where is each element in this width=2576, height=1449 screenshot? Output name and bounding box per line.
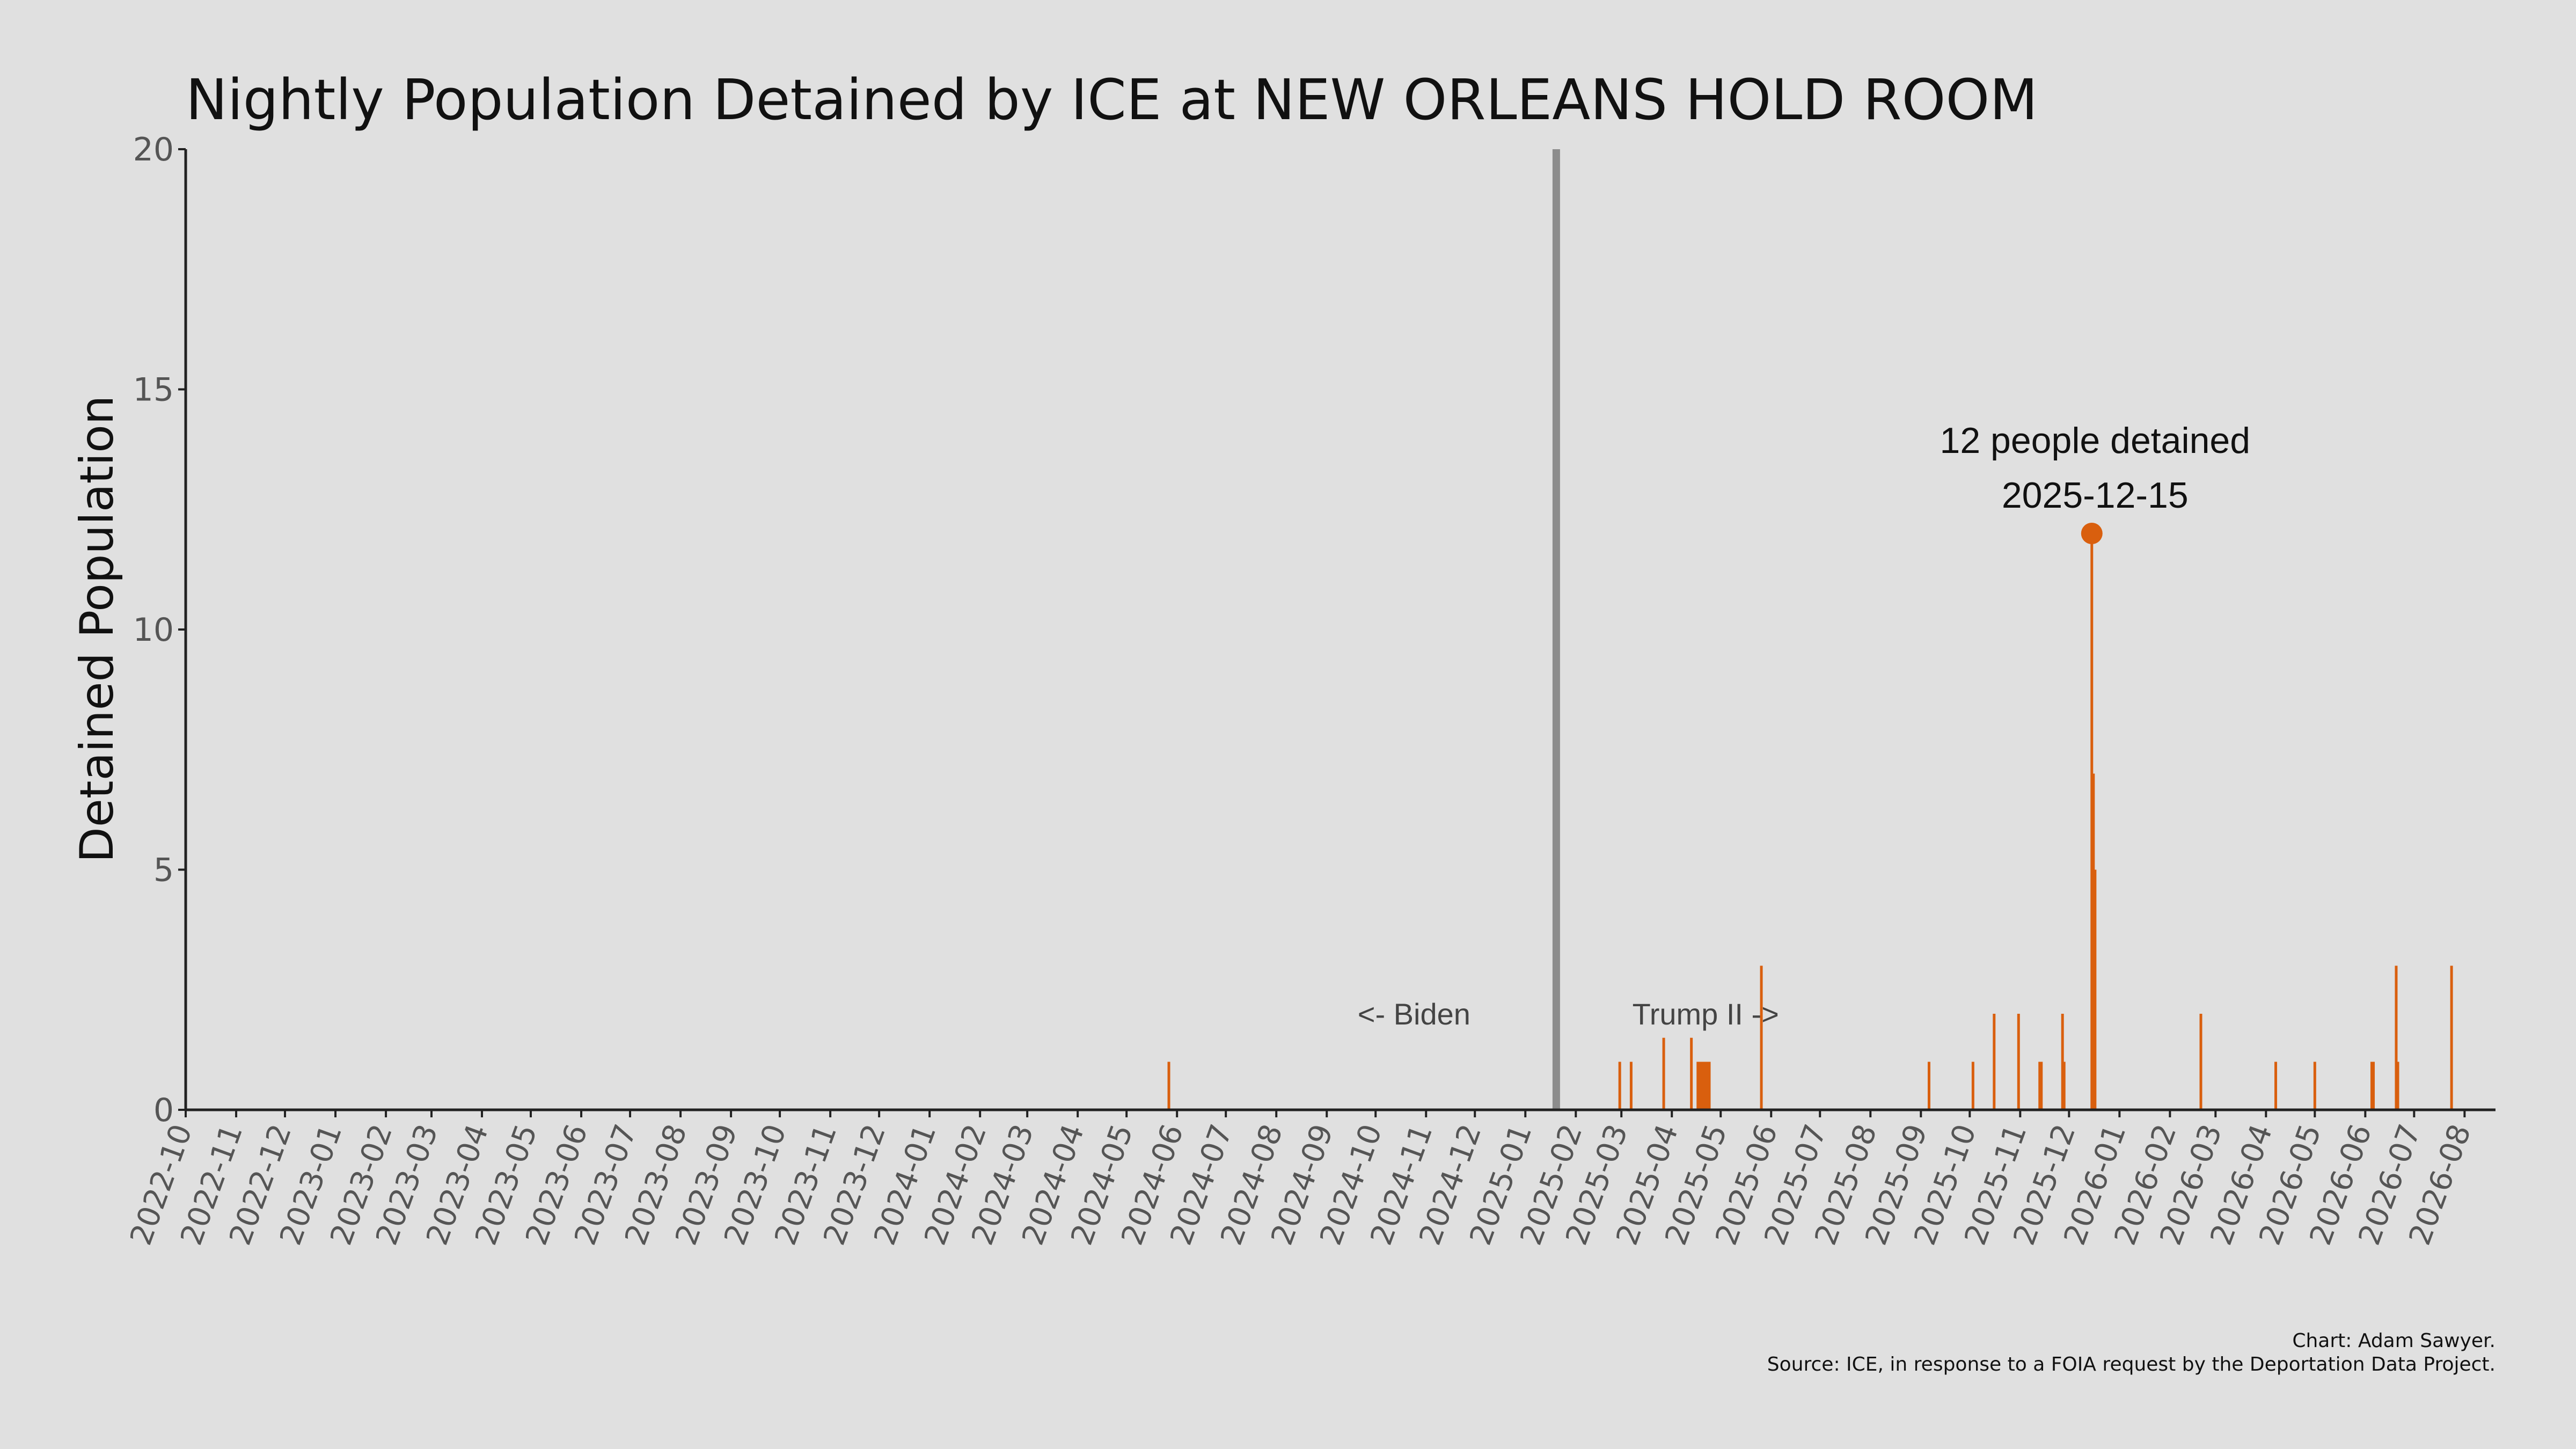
- bar: [2199, 1014, 2202, 1110]
- peak-annotation-date: 2025-12-15: [2002, 475, 2189, 516]
- bar: [2040, 1062, 2043, 1110]
- chart-title: Nightly Population Detained by ICE at NE…: [186, 67, 2038, 133]
- bar: [2372, 1062, 2375, 1110]
- era-label-biden: <- Biden: [1358, 997, 1470, 1031]
- bar: [1706, 1062, 1709, 1110]
- bar: [1700, 1062, 1703, 1110]
- bar: [2038, 1062, 2041, 1110]
- bar: [1993, 1014, 1996, 1110]
- bar: [1927, 1062, 1930, 1110]
- bar: [1698, 1062, 1701, 1110]
- bar: [1704, 1062, 1708, 1110]
- era-label-trump: Trump II ->: [1633, 997, 1779, 1031]
- bar: [1708, 1062, 1711, 1110]
- bars: [1167, 533, 2453, 1110]
- bar: [2313, 1062, 2316, 1110]
- bar: [2094, 869, 2097, 1110]
- bar: [1662, 1037, 1665, 1110]
- y-tick-label: 15: [133, 371, 174, 409]
- y-tick-label: 5: [153, 852, 174, 889]
- bar: [2017, 1014, 2020, 1110]
- bar: [2061, 1014, 2064, 1110]
- bar: [2062, 1062, 2066, 1110]
- y-axis-label: Detained Population: [70, 396, 124, 863]
- bar: [2370, 1062, 2373, 1110]
- bar: [2450, 965, 2453, 1110]
- bar: [2090, 533, 2094, 1110]
- bar: [1760, 965, 1763, 1110]
- peak-marker: [2081, 523, 2103, 544]
- bar: [2092, 773, 2095, 1110]
- chart-credit: Chart: Adam Sawyer.: [2292, 1330, 2496, 1352]
- x-ticks: 2022-102022-112022-122023-012023-022023-…: [123, 1110, 2478, 1250]
- y-tick-label: 0: [153, 1092, 174, 1129]
- bar: [2395, 965, 2398, 1110]
- peak-annotation-count: 12 people detained: [1940, 420, 2251, 461]
- bar: [1703, 1062, 1706, 1110]
- bar: [1629, 1062, 1633, 1110]
- bar: [2396, 1062, 2399, 1110]
- bar: [2274, 1062, 2278, 1110]
- bar: [1690, 1037, 1693, 1110]
- bar: [1701, 1062, 1704, 1110]
- bar: [1971, 1062, 1974, 1110]
- y-tick-label: 10: [133, 611, 174, 649]
- chart-source: Source: ICE, in response to a FOIA reque…: [1767, 1353, 2496, 1375]
- y-ticks: 0 5 10 15 20: [133, 131, 186, 1129]
- y-tick-label: 20: [133, 131, 174, 169]
- administration-divider: [1552, 149, 1560, 1110]
- bar: [1167, 1062, 1170, 1110]
- bar: [1618, 1062, 1621, 1110]
- bar: [1696, 1062, 1700, 1110]
